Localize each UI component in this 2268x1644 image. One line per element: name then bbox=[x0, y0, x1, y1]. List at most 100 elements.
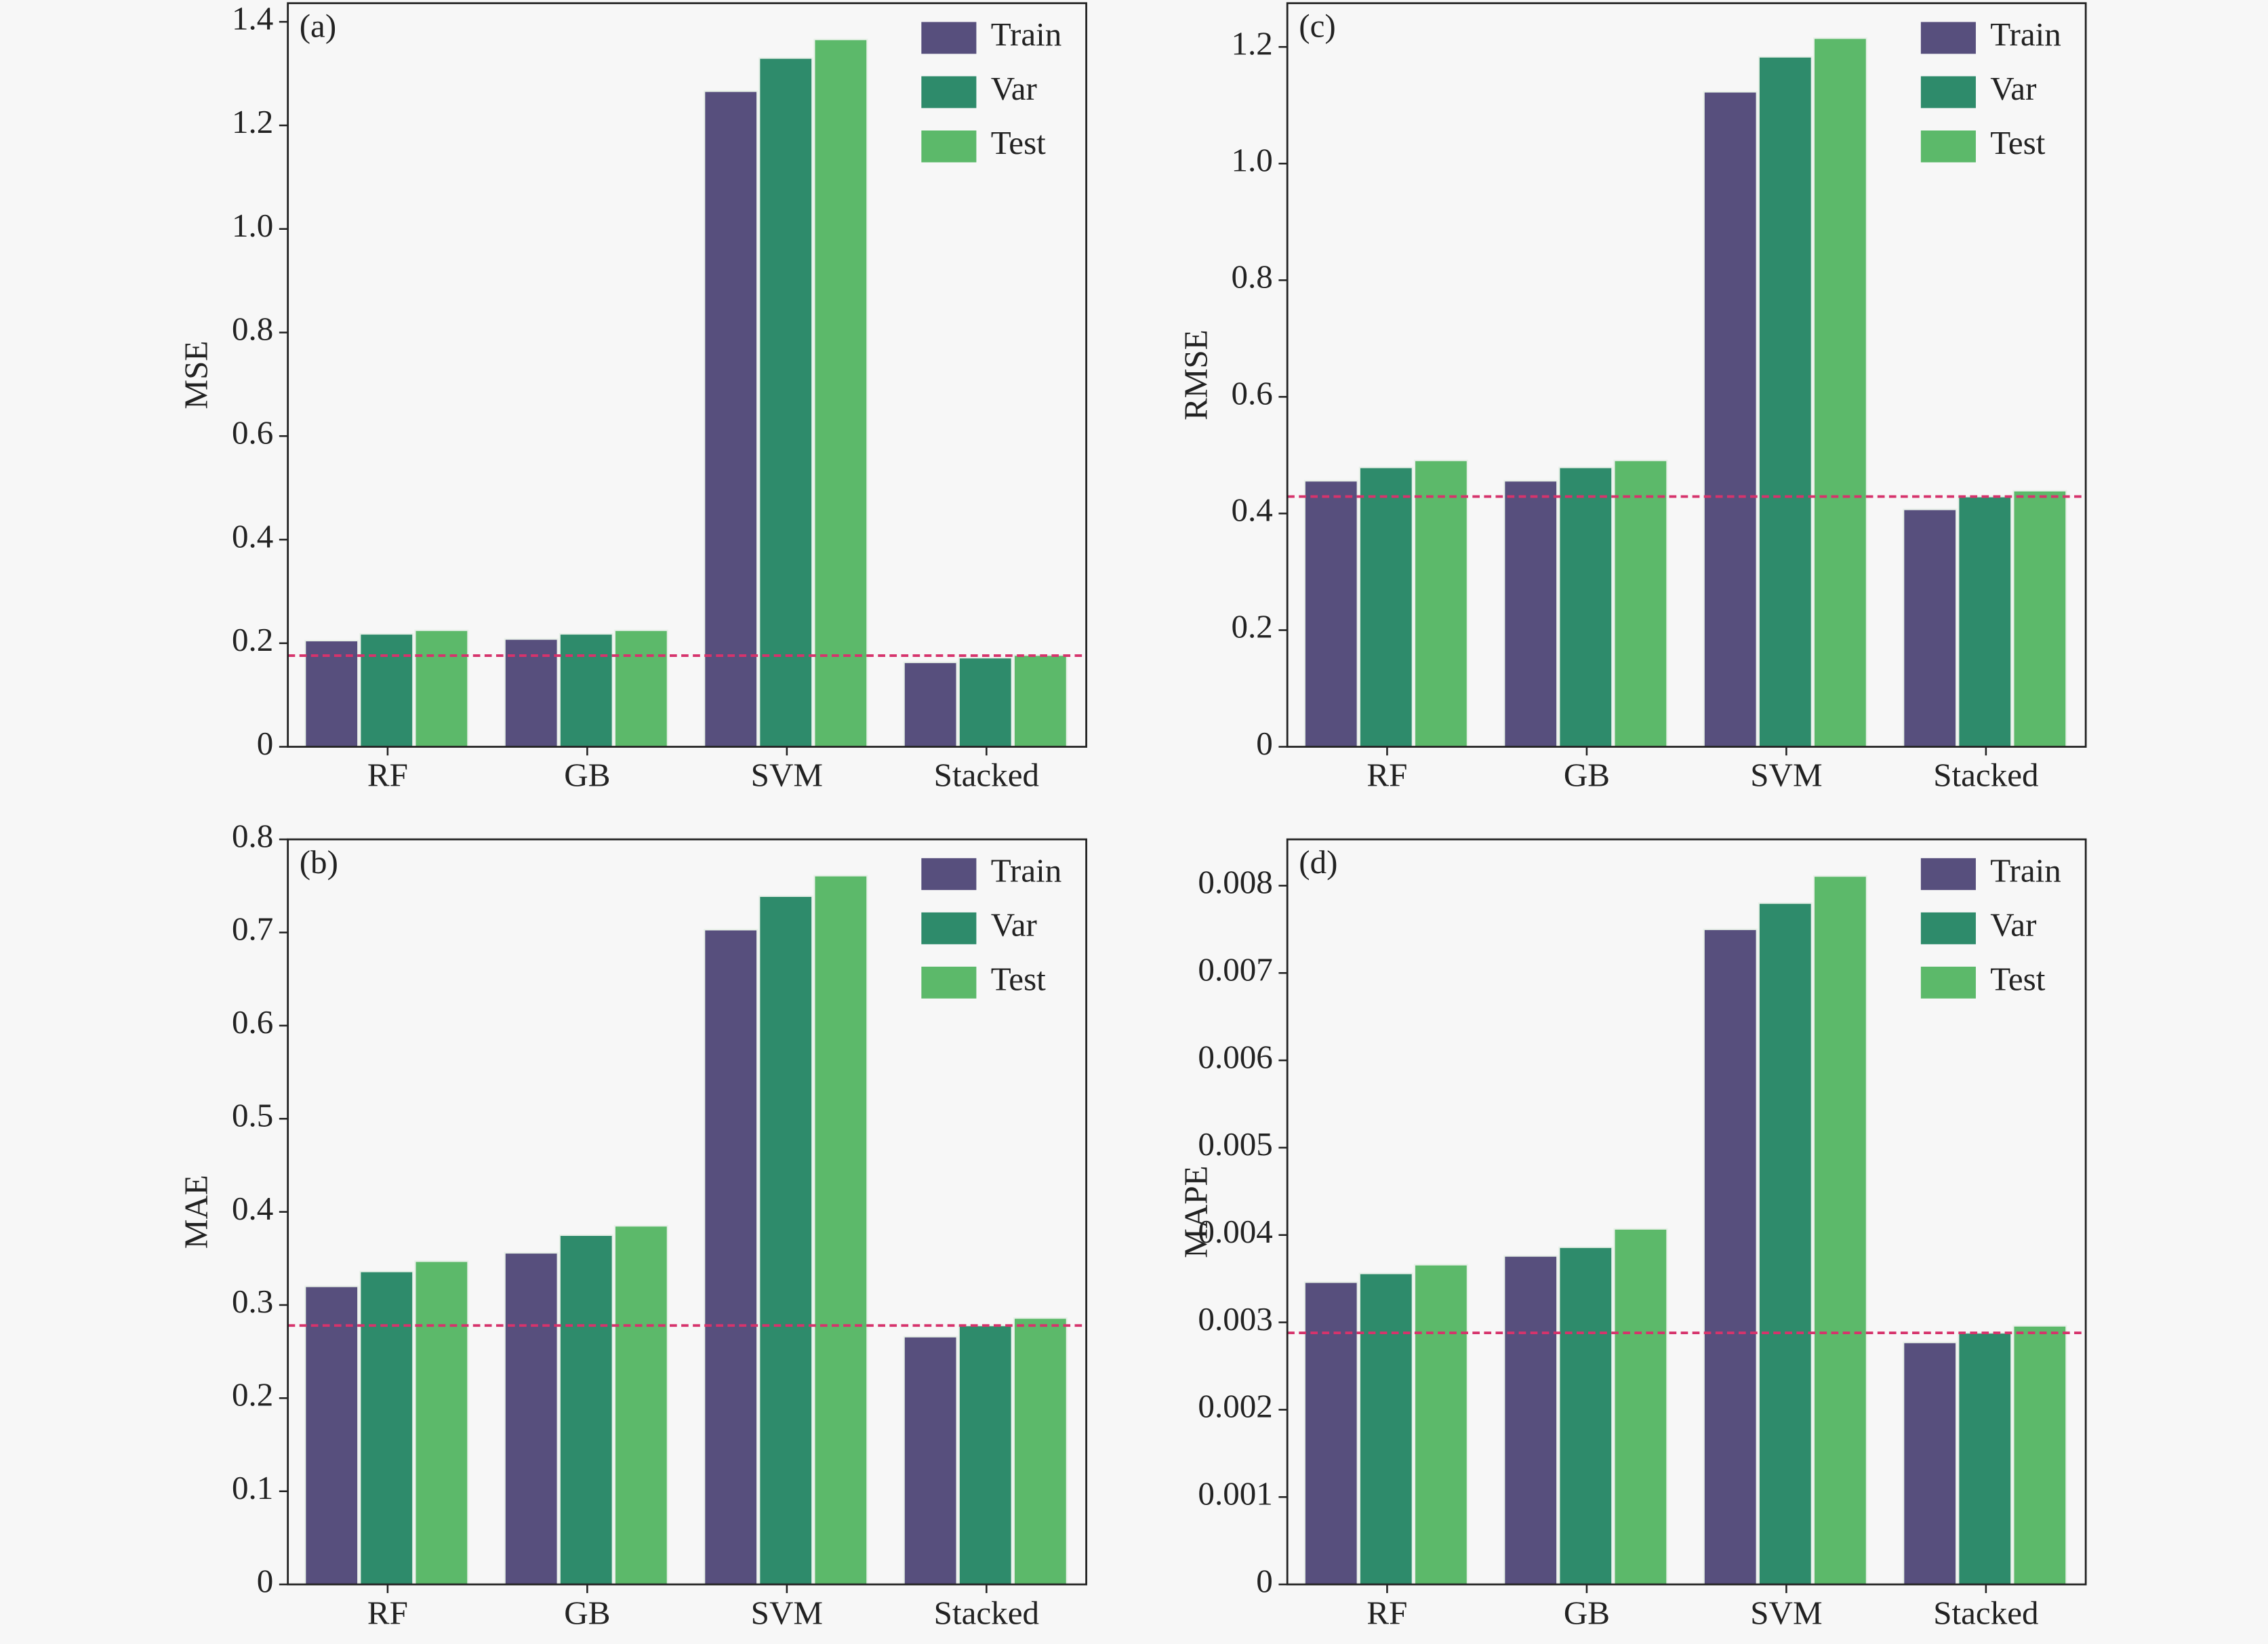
x-tick-label: SVM bbox=[751, 1594, 823, 1631]
x-tick-label: RF bbox=[367, 757, 408, 794]
legend-swatch bbox=[1920, 130, 1976, 163]
legend-label: Test bbox=[1990, 961, 2045, 998]
legend-swatch bbox=[921, 76, 977, 108]
bar bbox=[1703, 928, 1758, 1586]
legend-swatch bbox=[921, 912, 977, 944]
bar bbox=[1613, 460, 1668, 748]
bar bbox=[1813, 875, 1867, 1586]
bar bbox=[504, 1251, 559, 1586]
bar bbox=[1758, 56, 1813, 748]
bar bbox=[704, 90, 758, 748]
y-tick-label: 0.8 bbox=[232, 310, 273, 348]
y-tick-label: 0.5 bbox=[232, 1096, 273, 1134]
y-tick-label: 0 bbox=[1256, 725, 1273, 762]
bar bbox=[758, 57, 813, 748]
y-tick-label: 1.2 bbox=[1231, 24, 1272, 62]
y-tick-label: 0.006 bbox=[1198, 1038, 1272, 1075]
plot-frame bbox=[287, 838, 1087, 1586]
legend-label: Test bbox=[991, 124, 1046, 161]
legend-label: Train bbox=[1990, 852, 2061, 889]
x-tick-label: Stacked bbox=[934, 757, 1039, 794]
y-tick-label: 0.2 bbox=[1231, 608, 1272, 645]
bar bbox=[559, 633, 613, 748]
legend-swatch bbox=[921, 858, 977, 890]
bar bbox=[1358, 466, 1413, 748]
legend-label: Train bbox=[1990, 16, 2061, 53]
bar bbox=[704, 929, 758, 1586]
y-tick-label: 0.2 bbox=[232, 1376, 273, 1414]
legend-label: Var bbox=[991, 906, 1037, 944]
y-tick-label: 0.003 bbox=[1198, 1300, 1272, 1338]
y-tick-label: 1.0 bbox=[1231, 142, 1272, 179]
legend-label: Test bbox=[1990, 124, 2045, 161]
bar bbox=[1358, 1272, 1413, 1586]
bar bbox=[1013, 654, 1068, 748]
y-tick-label: 0.4 bbox=[1231, 492, 1272, 529]
y-tick-label: 0.007 bbox=[1198, 950, 1272, 988]
y-tick-label: 0.2 bbox=[232, 621, 273, 658]
bar bbox=[1013, 1317, 1068, 1586]
y-tick-label: 1.4 bbox=[232, 0, 273, 37]
bar bbox=[304, 639, 359, 748]
legend-label: Var bbox=[991, 70, 1037, 107]
bar bbox=[1503, 480, 1558, 748]
panel-label: (c) bbox=[1299, 7, 1335, 44]
bar bbox=[1903, 508, 1958, 748]
bar bbox=[1558, 1246, 1613, 1586]
y-tick-label: 0.1 bbox=[232, 1469, 273, 1506]
panel-label: (a) bbox=[300, 7, 336, 44]
y-tick-label: 0.001 bbox=[1198, 1475, 1272, 1512]
y-tick-label: 0.4 bbox=[232, 1190, 273, 1227]
legend-swatch bbox=[1920, 966, 1976, 999]
y-tick-label: 0.3 bbox=[232, 1283, 273, 1320]
bar bbox=[414, 629, 469, 748]
y-tick-label: 0 bbox=[257, 725, 274, 762]
plot-frame bbox=[287, 2, 1087, 748]
x-tick-label: RF bbox=[1366, 1594, 1407, 1631]
y-axis-label: MAE bbox=[178, 1175, 215, 1249]
x-tick-label: RF bbox=[1366, 757, 1407, 794]
bar bbox=[1703, 91, 1758, 748]
y-tick-label: 0.4 bbox=[232, 517, 273, 555]
bar bbox=[613, 1225, 668, 1586]
bar bbox=[2012, 1325, 2067, 1586]
panel-label: (d) bbox=[1299, 843, 1337, 881]
y-tick-label: 0.005 bbox=[1198, 1125, 1272, 1163]
bar bbox=[958, 657, 1013, 748]
legend-swatch bbox=[1920, 76, 1976, 108]
x-tick-label: SVM bbox=[751, 757, 823, 794]
bar bbox=[813, 875, 868, 1586]
panel-label: (b) bbox=[300, 843, 338, 881]
y-tick-label: 0 bbox=[257, 1562, 274, 1599]
legend-label: Var bbox=[1990, 906, 2036, 944]
bar bbox=[504, 638, 559, 748]
legend-label: Train bbox=[991, 16, 1062, 53]
legend-label: Train bbox=[991, 852, 1062, 889]
bar bbox=[559, 1234, 613, 1586]
y-axis-label: MAPE bbox=[1177, 1165, 1214, 1258]
bar bbox=[1758, 902, 1813, 1586]
bar bbox=[1413, 460, 1468, 748]
bar bbox=[304, 1285, 359, 1586]
legend-label: Var bbox=[1990, 70, 2036, 107]
bar bbox=[359, 1270, 414, 1586]
x-tick-label: Stacked bbox=[1933, 1594, 2038, 1631]
y-tick-label: 0.6 bbox=[1231, 375, 1272, 412]
bar bbox=[1958, 1331, 2012, 1586]
bar bbox=[1903, 1342, 1958, 1586]
bar bbox=[813, 39, 868, 748]
y-tick-label: 1.0 bbox=[232, 207, 273, 244]
bar bbox=[414, 1260, 469, 1586]
x-tick-label: Stacked bbox=[1933, 757, 2038, 794]
y-axis-label: MSE bbox=[178, 341, 215, 409]
x-tick-label: GB bbox=[564, 1594, 610, 1631]
legend-swatch bbox=[921, 130, 977, 163]
y-tick-label: 0.8 bbox=[1231, 258, 1272, 296]
bar bbox=[903, 1336, 958, 1586]
x-tick-label: RF bbox=[367, 1594, 408, 1631]
bar bbox=[758, 895, 813, 1586]
bar bbox=[359, 633, 414, 748]
x-tick-label: GB bbox=[564, 757, 610, 794]
x-tick-label: GB bbox=[1564, 1594, 1610, 1631]
plot-frame bbox=[1286, 2, 2087, 748]
